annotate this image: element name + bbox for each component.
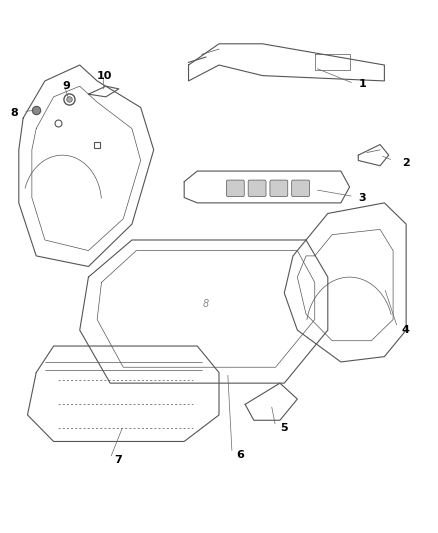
- FancyBboxPatch shape: [270, 180, 288, 197]
- Text: 10: 10: [97, 70, 113, 80]
- Text: 9: 9: [62, 81, 70, 91]
- Text: 5: 5: [280, 423, 288, 433]
- Text: 8: 8: [10, 108, 18, 118]
- Text: 3: 3: [358, 192, 366, 203]
- FancyBboxPatch shape: [248, 180, 266, 197]
- Text: 2: 2: [402, 158, 410, 168]
- Text: 6: 6: [237, 450, 244, 460]
- Text: 1: 1: [358, 78, 366, 88]
- FancyBboxPatch shape: [292, 180, 310, 197]
- FancyBboxPatch shape: [226, 180, 244, 197]
- Text: 4: 4: [402, 325, 410, 335]
- Text: 7: 7: [115, 455, 122, 465]
- Text: 8: 8: [203, 298, 209, 309]
